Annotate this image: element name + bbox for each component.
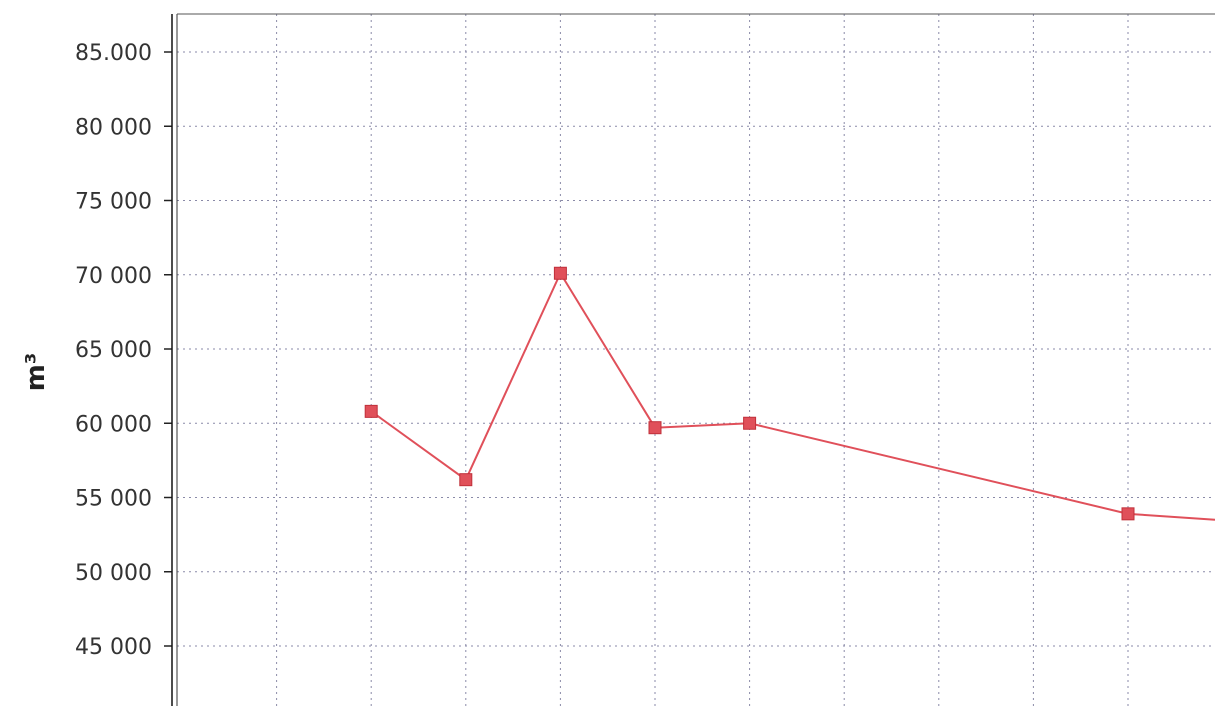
- data-point-marker: [459, 473, 473, 487]
- data-point-marker: [648, 421, 662, 435]
- y-axis-label: m³: [21, 353, 51, 391]
- series-line: [370, 271, 1215, 521]
- data-point-marker: [743, 416, 757, 430]
- y-tick-label: 70 000: [75, 264, 152, 289]
- y-tick-label: 50 000: [75, 561, 152, 586]
- y-tick-label: 65 000: [75, 338, 152, 363]
- y-tick-label: 75 000: [75, 190, 152, 215]
- y-tick-label: 85.000: [75, 41, 152, 66]
- y-tick-label: 55 000: [75, 487, 152, 512]
- data-point-marker: [364, 404, 378, 418]
- series-group: [364, 266, 1215, 521]
- y-gridlines: [164, 51, 1215, 647]
- data-point-marker: [1121, 507, 1135, 521]
- y-tick-label: 80 000: [75, 115, 152, 140]
- y-tick-labels: 45 000 50 000 55 000 60 000 65 000 70 000 75 0…: [75, 41, 152, 660]
- y-tick-label: 60 000: [75, 412, 152, 437]
- data-point-marker: [553, 266, 567, 280]
- y-tick-label: 45 000: [75, 635, 152, 660]
- x-gridlines: [276, 14, 1129, 706]
